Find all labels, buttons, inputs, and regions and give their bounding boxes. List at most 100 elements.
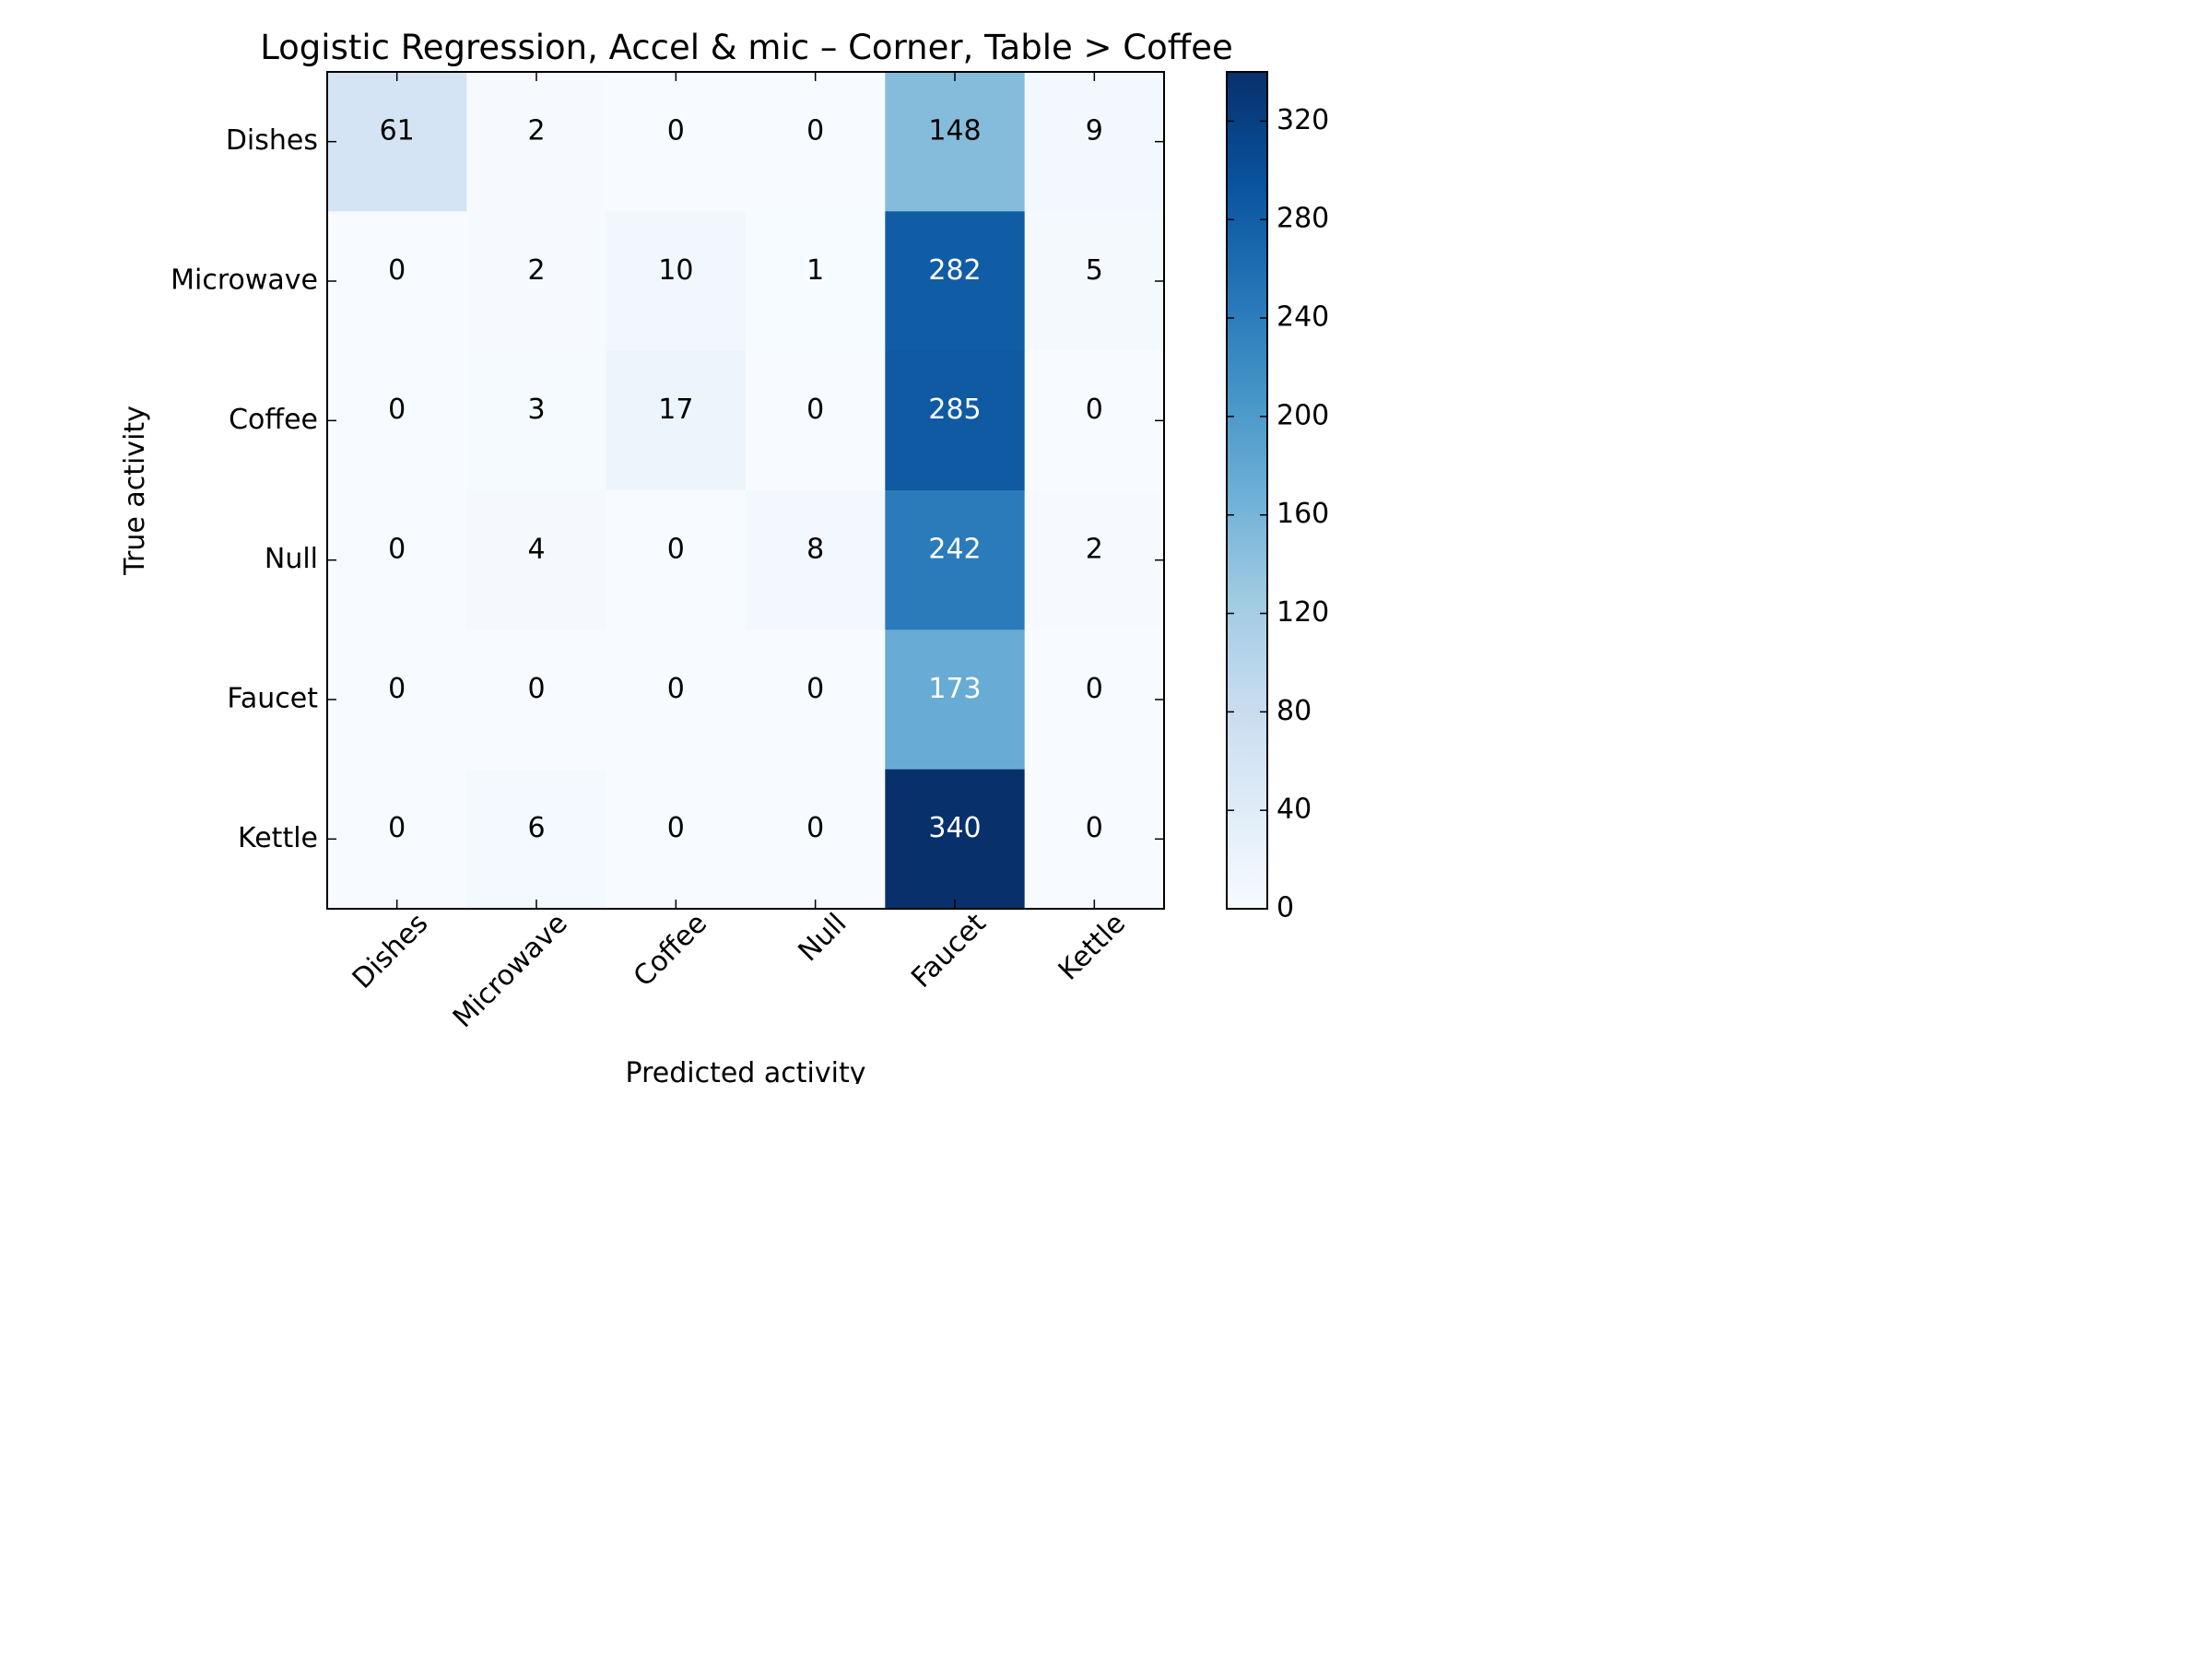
y-tick-label: Microwave	[171, 265, 318, 297]
heatmap-cell	[466, 72, 607, 212]
cell-value-label: 0	[1086, 812, 1103, 844]
cell-value-label: 282	[928, 254, 981, 287]
x-tick-label: Dishes	[347, 907, 435, 995]
cell-value-label: 0	[1086, 394, 1103, 426]
x-tick-label: Kettle	[1053, 907, 1132, 986]
cell-value-label: 173	[928, 673, 981, 705]
heatmap-cell	[1024, 72, 1165, 212]
cell-value-label: 0	[806, 394, 824, 426]
cell-value-label: 0	[806, 812, 824, 844]
y-tick-labels: Dishes Microwave Coffee Null Faucet Kettle	[171, 124, 318, 854]
colorbar-tick-label: 280	[1277, 203, 1329, 235]
heatmap-cell	[885, 72, 1026, 212]
cell-value-label: 0	[388, 812, 406, 844]
cell-value-label: 8	[806, 534, 824, 566]
cell-value-label: 61	[380, 115, 415, 147]
plot-frame	[326, 71, 1165, 910]
heatmap-cell	[885, 211, 1026, 352]
y-tick-label: Faucet	[227, 683, 318, 715]
cell-value-label: 5	[1086, 254, 1103, 287]
y-tick-label: Dishes	[226, 124, 318, 157]
y-tick-label: Null	[265, 543, 318, 575]
cell-value-label: 340	[928, 812, 981, 844]
heatmap-cell	[466, 769, 607, 910]
heatmap-cell	[327, 72, 467, 212]
heatmap-cell	[466, 629, 607, 771]
x-tick-label: Microwave	[447, 907, 574, 1034]
cell-value-label: 4	[527, 534, 545, 566]
x-tick-label: Faucet	[905, 907, 993, 994]
heatmap-cell	[466, 211, 607, 352]
cell-value-label: 285	[928, 394, 981, 426]
x-axis-label: Predicted activity	[626, 1057, 866, 1084]
cell-value-label: 242	[928, 534, 981, 566]
cell-value-label: 0	[667, 534, 685, 566]
heatmap-cell	[606, 769, 747, 910]
cell-value-label: 3	[527, 394, 545, 426]
colorbar	[1226, 71, 1268, 910]
heatmap-cell	[746, 769, 886, 910]
heatmap-cell	[885, 769, 1026, 910]
heatmap-cell	[606, 211, 747, 352]
heatmap-cell	[1024, 211, 1165, 352]
colorbar-tick-label: 40	[1277, 794, 1312, 826]
confusion-matrix-chart: Logistic Regression, Accel & mic – Corne…	[0, 0, 1430, 1084]
heatmap-cells	[327, 72, 1165, 910]
axis-ticks	[327, 72, 1164, 909]
heatmap-cell	[327, 629, 467, 771]
heatmap-cell	[746, 72, 886, 212]
y-axis-label: True activity	[119, 406, 151, 576]
heatmap-cell	[885, 490, 1026, 630]
y-tick-label: Kettle	[238, 822, 318, 854]
heatmap-cell	[327, 490, 467, 630]
heatmap-cell	[1024, 629, 1165, 771]
colorbar-tick-label: 240	[1277, 301, 1329, 334]
cell-value-label: 0	[388, 394, 406, 426]
heatmap-cell	[606, 72, 747, 212]
cell-value-label: 2	[527, 115, 545, 147]
colorbar-tick-label: 200	[1277, 399, 1329, 431]
cell-value-label: 17	[658, 394, 693, 426]
heatmap-cell	[885, 629, 1026, 771]
colorbar-tick-label: 320	[1277, 104, 1329, 136]
cell-value-label: 0	[667, 115, 685, 147]
colorbar-ticks: 0 40 80 120 160 200 240 280 320	[1227, 104, 1329, 924]
cell-value-label: 0	[388, 254, 406, 287]
cell-value-label: 0	[806, 115, 824, 147]
heatmap-cell	[1024, 350, 1165, 491]
chart-title: Logistic Regression, Accel & mic – Corne…	[260, 28, 1233, 67]
heatmap-cell	[885, 350, 1026, 491]
cell-value-label: 1	[806, 254, 824, 287]
heatmap-cell	[327, 769, 467, 910]
heatmap-cell	[327, 350, 467, 491]
colorbar-tick-label: 160	[1277, 498, 1329, 530]
heatmap-cell	[746, 350, 886, 491]
cell-value-label: 0	[667, 812, 685, 844]
heatmap-cell	[606, 629, 747, 771]
heatmap-cell	[606, 490, 747, 630]
cell-value-label: 0	[388, 534, 406, 566]
cell-value-label: 0	[1086, 673, 1103, 705]
colorbar-tick-label: 80	[1277, 695, 1312, 727]
heatmap-cell	[746, 629, 886, 771]
heatmap-cell	[1024, 490, 1165, 630]
heatmap-cell	[606, 350, 747, 491]
cell-value-label: 0	[527, 673, 545, 705]
cell-value-label: 0	[388, 673, 406, 705]
heatmap-cell	[327, 211, 467, 352]
heatmap-cell	[1024, 769, 1165, 910]
cell-value-label: 0	[806, 673, 824, 705]
x-tick-labels: Dishes Microwave Coffee Null Faucet Kettle	[347, 907, 1132, 1034]
cell-value-label: 9	[1086, 115, 1103, 147]
colorbar-tick-label: 120	[1277, 596, 1329, 629]
cell-value-label: 2	[1086, 534, 1103, 566]
x-tick-label: Null	[793, 907, 853, 968]
heatmap-cell	[466, 350, 607, 491]
heatmap-cell	[746, 211, 886, 352]
cell-value-labels: 61 2 0 0 148 9 0 2 10 1 282 5 0 3 17 0 285 0 0 4 0 8 242 2 0 0 0 0 1…	[380, 115, 1103, 845]
cell-value-label: 6	[527, 812, 545, 844]
cell-value-label: 2	[527, 254, 545, 287]
cell-value-label: 0	[667, 673, 685, 705]
x-tick-label: Coffee	[628, 907, 713, 993]
chart-svg: Logistic Regression, Accel & mic – Corne…	[119, 28, 1329, 1084]
